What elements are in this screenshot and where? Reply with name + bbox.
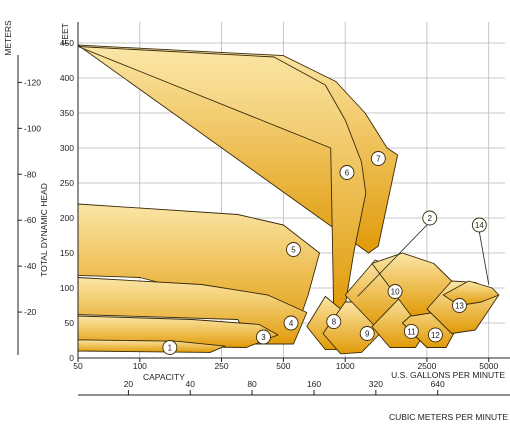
x2-tick-20: 20 (124, 379, 134, 389)
x2-tick-320: 320 (369, 379, 383, 389)
x-tick-100: 100 (133, 361, 147, 371)
pump-label-3: 3 (256, 329, 271, 345)
pump-region-6 (77, 46, 367, 317)
pump-label-text: 2 (427, 214, 432, 223)
y-unit-feet: FEET (60, 23, 70, 45)
pump-label-8: 8 (326, 314, 342, 330)
pump-label-circle (286, 242, 301, 257)
y2-tick-80: -80 (24, 169, 37, 179)
pump-label-4: 4 (283, 315, 299, 331)
y-tick-250: 250 (60, 178, 74, 188)
pump-label-2: 2 (422, 210, 438, 226)
x-tick-500: 500 (276, 361, 290, 371)
y2-tick-60: -60 (24, 215, 37, 225)
y2-tick-40: -40 (24, 261, 37, 271)
pump-label-text: 12 (431, 331, 440, 340)
y-tick-150: 150 (60, 248, 74, 258)
pump-label-circle (256, 329, 271, 345)
pump-label-12: 12 (427, 327, 443, 343)
pump-label-text: 5 (291, 246, 296, 255)
pump-label-circle (283, 315, 299, 331)
pump-label-text: 14 (475, 221, 484, 230)
pump-label-10: 10 (387, 284, 403, 299)
x-tick-50: 50 (73, 361, 83, 371)
leader-line-14 (478, 231, 490, 285)
pump-label-circle (339, 165, 355, 180)
x-tick-250: 250 (214, 361, 228, 371)
leader-line-2 (357, 224, 428, 297)
y-tick-400: 400 (60, 73, 74, 83)
y2-tick-20: -20 (24, 307, 37, 317)
pump-label-circle (403, 323, 419, 339)
pump-label-circle (359, 326, 375, 341)
y2-unit-meters: METERS (3, 20, 13, 56)
pump-label-14: 14 (471, 217, 487, 233)
pump-label-circle (451, 298, 467, 313)
x2-tick-160: 160 (307, 379, 321, 389)
pump-label-text: 4 (289, 319, 294, 328)
x2-unit-m3: CUBIC METERS PER MINUTE (389, 412, 508, 422)
pump-label-1: 1 (162, 340, 178, 355)
pump-label-circle (326, 314, 342, 330)
x-tick-5000: 5000 (479, 361, 498, 371)
pump-label-6: 6 (339, 165, 355, 180)
pump-label-text: 11 (407, 327, 416, 336)
y-tick-100: 100 (60, 283, 74, 293)
y-tick-450: 450 (60, 38, 74, 48)
x2-tick-80: 80 (247, 379, 257, 389)
pump-regions (77, 44, 500, 355)
y-tick-200: 200 (60, 213, 74, 223)
pump-label-9: 9 (359, 326, 375, 341)
pump-label-text: 1 (168, 344, 173, 353)
pump-label-11: 11 (403, 323, 419, 339)
x-tick-2500: 2500 (417, 361, 436, 371)
pump-label-7: 7 (370, 151, 386, 166)
y2-tick-120: -120 (24, 77, 41, 87)
pump-label-text: 7 (376, 155, 381, 164)
pump-label-text: 10 (391, 288, 400, 297)
pump-label-text: 8 (332, 318, 337, 327)
y2-tick-100: -100 (24, 123, 41, 133)
pump-label-text: 3 (261, 333, 266, 342)
x2-tick-40: 40 (186, 379, 196, 389)
pump-label-text: 9 (365, 330, 370, 339)
pump-label-text: 6 (345, 169, 350, 178)
x-unit-gpm: U.S. GALLONS PER MINUTE (391, 370, 505, 380)
pump-label-5: 5 (286, 242, 301, 257)
pump-label-13: 13 (451, 298, 467, 313)
pump-label-circle (422, 210, 438, 226)
x-tick-1000: 1000 (336, 361, 355, 371)
y-tick-0: 0 (69, 353, 74, 363)
y-tick-300: 300 (60, 143, 74, 153)
pump-label-circle (162, 340, 178, 355)
y-tick-50: 50 (65, 318, 75, 328)
pump-label-text: 13 (455, 302, 464, 311)
pump-label-circle (427, 327, 443, 343)
pump-label-circle (370, 151, 386, 166)
y-axis-title: TOTAL DYNAMIC HEAD (39, 183, 49, 277)
x-axis-title: CAPACITY (143, 372, 185, 382)
x2-tick-640: 640 (431, 379, 445, 389)
y-tick-350: 350 (60, 108, 74, 118)
pump-label-circle (387, 284, 403, 299)
